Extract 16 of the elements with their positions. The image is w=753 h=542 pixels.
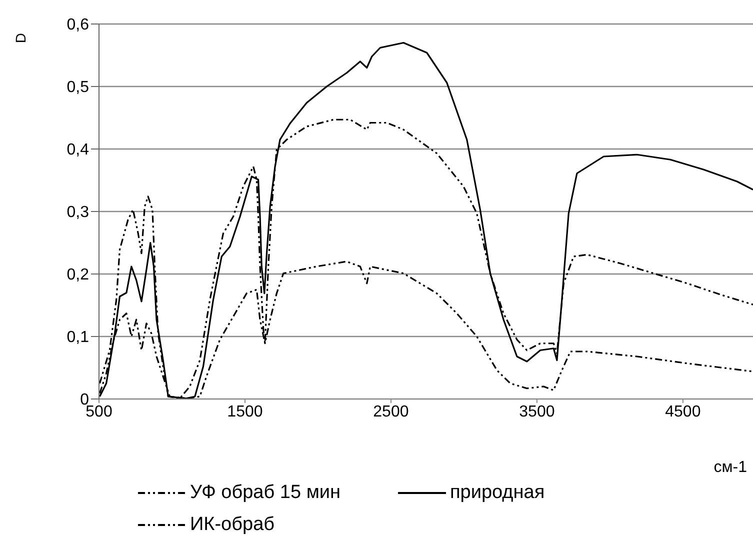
x-tick-label: 4500 — [665, 403, 701, 420]
x-axis-title: см-1 — [714, 459, 748, 476]
x-tick-label: 1500 — [227, 403, 263, 420]
y-axis-title: D — [12, 32, 29, 44]
y-tick-label: 0,5 — [66, 79, 90, 96]
y-tick-label: 0,4 — [66, 142, 90, 159]
legend-label: природная — [450, 482, 545, 504]
y-tick-label: 0,2 — [66, 266, 90, 284]
x-tick-label: 2500 — [373, 403, 409, 420]
y-tick-label: 0,6 — [66, 16, 90, 34]
x-tick-label: 500 — [86, 403, 112, 420]
x-tick-label: 3500 — [519, 403, 555, 420]
y-tick-label: 0,3 — [66, 204, 90, 222]
legend-label: УФ обраб 15 мин — [190, 482, 340, 504]
y-tick-label: 0,1 — [66, 329, 90, 346]
legend-label: ИК-обраб — [190, 514, 275, 536]
